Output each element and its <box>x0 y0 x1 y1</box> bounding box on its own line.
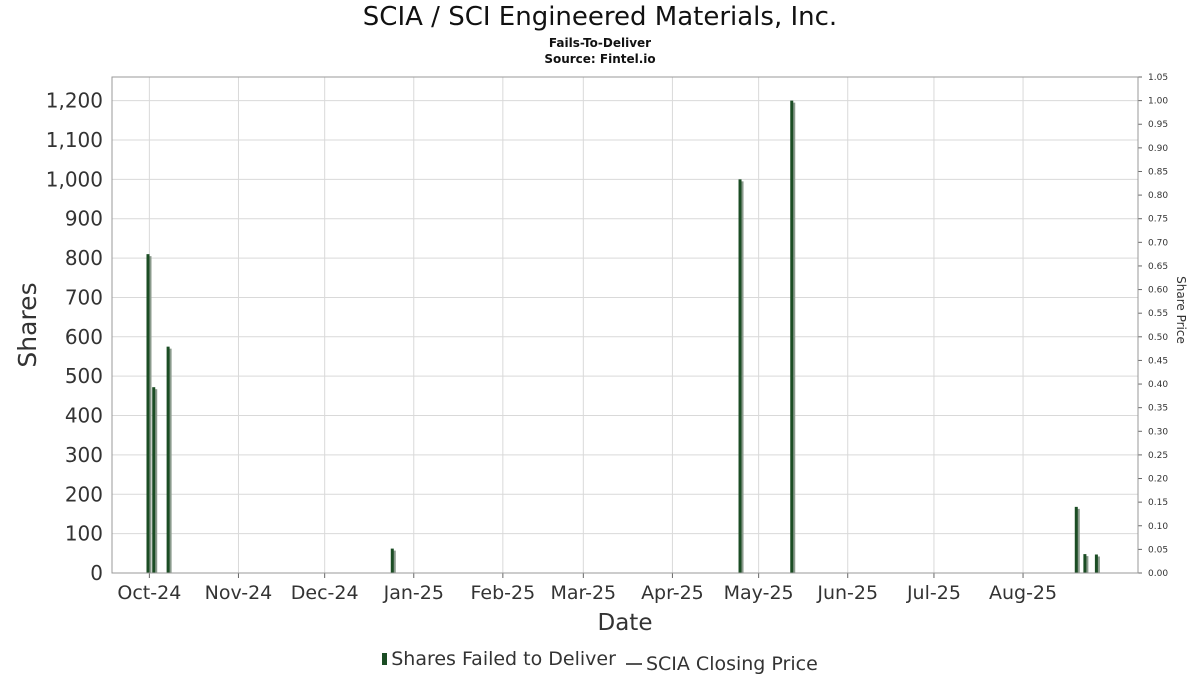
ftd-bar <box>738 179 742 573</box>
price-line-swatch-icon <box>625 663 642 665</box>
x-tick-label: Mar-25 <box>550 582 616 604</box>
y2-tick-label: 0.80 <box>1148 191 1168 201</box>
x-tick-label: Jun-25 <box>816 582 878 604</box>
y-tick-label: 0 <box>90 561 103 585</box>
y2-tick-label: 1.05 <box>1148 73 1168 83</box>
legend-item-price: SCIA Closing Price <box>625 653 818 675</box>
ftd-bar-shadow <box>740 181 744 573</box>
ftd-bar <box>390 548 394 573</box>
ftd-bar-shadow <box>148 256 152 573</box>
y-tick-label: 300 <box>65 443 103 467</box>
y2-tick-label: 0.40 <box>1148 380 1168 390</box>
y-tick-label: 500 <box>65 364 103 388</box>
ftd-bar <box>1094 554 1098 573</box>
y2-tick-label: 0.60 <box>1148 286 1168 296</box>
y2-tick-label: 0.90 <box>1148 144 1168 154</box>
ftd-bar-shadow <box>392 550 396 573</box>
x-tick-label: Aug-25 <box>989 582 1057 604</box>
ftd-bar-shadow <box>792 102 796 573</box>
y-tick-label: 700 <box>65 285 103 309</box>
ftd-bar <box>146 254 150 573</box>
x-tick-label: Jul-25 <box>906 582 961 604</box>
y2-tick-label: 0.00 <box>1148 569 1168 579</box>
y2-tick-label: 0.70 <box>1148 238 1168 248</box>
ftd-bar <box>1074 506 1078 573</box>
x-tick-label: Apr-25 <box>641 582 704 604</box>
y2-tick-label: 0.95 <box>1148 120 1168 130</box>
y-tick-label: 600 <box>65 325 103 349</box>
y2-tick-label: 0.75 <box>1148 215 1168 225</box>
chart-legend: Shares Failed to Deliver SCIA Closing Pr… <box>0 648 1200 675</box>
y2-tick-label: 0.15 <box>1148 498 1168 508</box>
y2-tick-label: 0.25 <box>1148 451 1168 461</box>
x-tick-label: Jan-25 <box>383 582 444 604</box>
y2-axis-title: Share Price <box>1174 276 1188 344</box>
x-tick-label: Feb-25 <box>471 582 536 604</box>
x-tick-label: Nov-24 <box>205 582 273 604</box>
y2-tick-label: 0.30 <box>1148 427 1168 437</box>
ftd-bar-shadow <box>1096 556 1100 573</box>
legend-item-ftd: Shares Failed to Deliver <box>382 648 616 670</box>
y2-tick-label: 0.45 <box>1148 356 1168 366</box>
ftd-bar <box>166 346 170 573</box>
y2-tick-label: 1.00 <box>1148 97 1168 107</box>
y-axis-title: Shares <box>13 282 42 367</box>
y-tick-label: 400 <box>65 404 103 428</box>
legend-price-label: SCIA Closing Price <box>645 653 818 675</box>
plot-frame <box>111 76 1139 574</box>
x-tick-label: May-25 <box>724 582 794 604</box>
ftd-bar <box>1083 554 1087 573</box>
ftd-bar <box>790 100 794 573</box>
y2-tick-label: 0.10 <box>1148 522 1168 532</box>
y-tick-label: 1,100 <box>46 128 103 152</box>
y2-tick-label: 0.05 <box>1148 545 1168 555</box>
y2-tick-label: 0.35 <box>1148 404 1168 414</box>
x-axis-title: Date <box>598 610 653 636</box>
y2-tick-label: 0.20 <box>1148 475 1168 485</box>
ftd-bar-shadow <box>1085 556 1089 573</box>
chart-source: Source: Fintel.io <box>544 52 656 66</box>
ftd-bar-shadow <box>154 389 158 573</box>
y-tick-label: 100 <box>65 522 103 546</box>
y2-tick-label: 0.85 <box>1148 167 1168 177</box>
legend-ftd-label: Shares Failed to Deliver <box>391 648 616 670</box>
y-tick-label: 200 <box>65 482 103 506</box>
y2-tick-label: 0.65 <box>1148 262 1168 272</box>
x-tick-label: Oct-24 <box>117 582 181 604</box>
y2-tick-label: 0.50 <box>1148 333 1168 343</box>
y2-tick-label: 0.55 <box>1148 309 1168 319</box>
ftd-bar-shadow <box>1076 508 1080 573</box>
plot-area <box>112 77 1138 573</box>
y-tick-label: 800 <box>65 246 103 270</box>
x-tick-label: Dec-24 <box>291 582 359 604</box>
ftd-bar-swatch-icon <box>382 653 388 665</box>
ftd-bar <box>152 387 156 573</box>
chart-title: SCIA / SCI Engineered Materials, Inc. <box>362 2 838 32</box>
y-tick-label: 900 <box>65 207 103 231</box>
y-tick-label: 1,200 <box>46 89 103 113</box>
ftd-bar-shadow <box>168 348 172 573</box>
y-tick-label: 1,000 <box>46 167 103 191</box>
chart-subtitle: Fails-To-Deliver <box>548 36 652 50</box>
